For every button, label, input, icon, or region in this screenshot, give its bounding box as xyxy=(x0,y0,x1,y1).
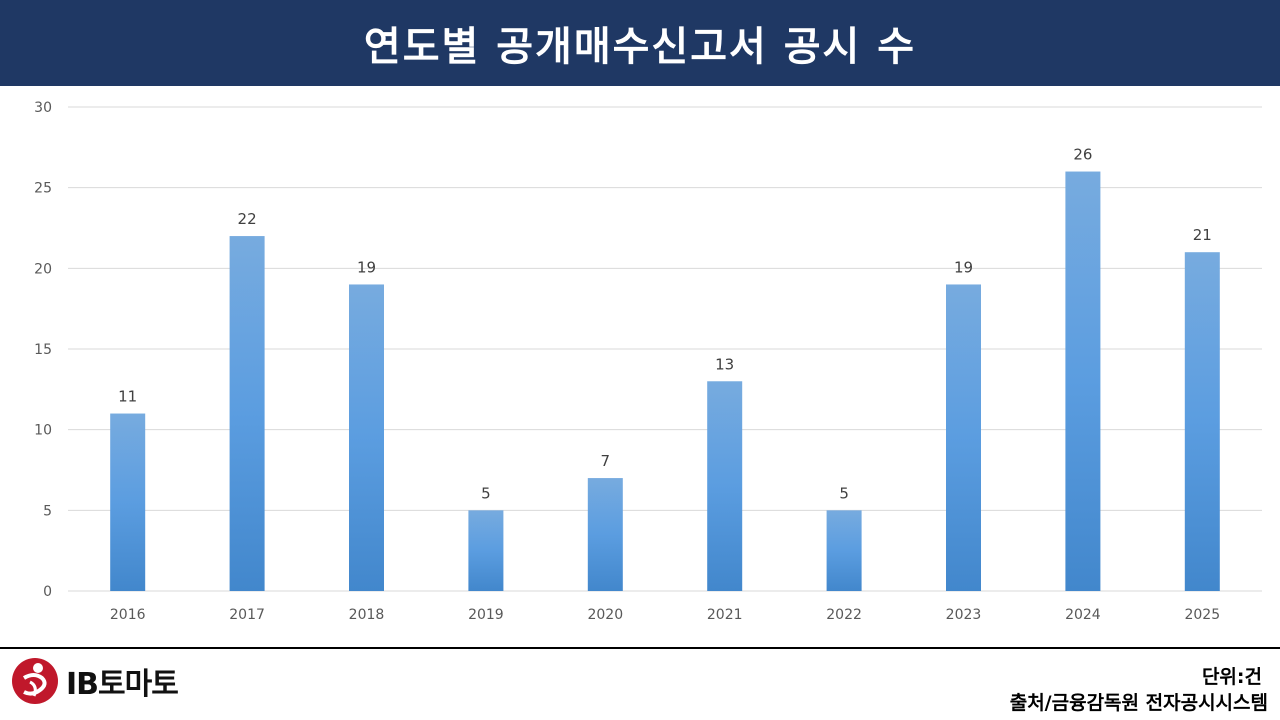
bar-2021 xyxy=(707,381,743,591)
bar-2017 xyxy=(229,236,265,592)
bars xyxy=(110,171,1220,592)
data-label-2017: 22 xyxy=(238,210,257,228)
source-label: 출처/금융감독원 전자공시시스템 xyxy=(1009,692,1268,714)
y-tick-label: 20 xyxy=(34,261,52,277)
bar-2018 xyxy=(349,284,384,591)
x-tick-label-2019: 2019 xyxy=(468,607,504,623)
x-tick-label-2024: 2024 xyxy=(1065,607,1101,623)
data-labels: 11 22 19 5 7 13 5 19 26 21 xyxy=(118,146,1212,503)
gridlines xyxy=(68,106,1262,592)
brand-name: IB토마토 xyxy=(66,667,179,702)
bar-2016 xyxy=(110,413,146,591)
x-tick-label-2021: 2021 xyxy=(707,607,743,623)
y-tick-label: 25 xyxy=(34,181,52,197)
x-axis-ticks: 2016 2017 2018 2019 2020 2021 2022 2023 2024 2025 xyxy=(110,607,1220,623)
y-tick-label: 30 xyxy=(34,100,52,116)
bar-2022 xyxy=(826,510,862,591)
y-tick-label: 15 xyxy=(34,342,52,358)
x-tick-label-2020: 2020 xyxy=(587,607,623,623)
bar-2025 xyxy=(1184,252,1220,591)
bar-2019 xyxy=(468,510,504,591)
x-tick-label-2017: 2017 xyxy=(229,607,265,623)
y-tick-label: 0 xyxy=(43,584,52,600)
bar-2020 xyxy=(587,478,623,591)
footer-divider xyxy=(0,647,1280,649)
bar-2024 xyxy=(1065,171,1101,591)
x-tick-label-2018: 2018 xyxy=(349,607,385,623)
x-tick-label-2023: 2023 xyxy=(946,607,982,623)
brand-logo: IB토마토 xyxy=(12,657,179,705)
title-banner: 연도별 공개매수신고서 공시 수 xyxy=(0,0,1280,86)
x-tick-label-2016: 2016 xyxy=(110,607,146,623)
data-label-2018: 19 xyxy=(357,258,376,276)
x-tick-label-2025: 2025 xyxy=(1184,607,1220,623)
data-label-2020: 7 xyxy=(601,452,611,470)
tomato-logo-icon xyxy=(12,658,58,704)
data-label-2023: 19 xyxy=(954,258,973,276)
data-label-2019: 5 xyxy=(481,484,491,502)
page-title: 연도별 공개매수신고서 공시 수 xyxy=(363,24,917,70)
bar-2023 xyxy=(946,284,981,591)
x-tick-label-2022: 2022 xyxy=(826,607,862,623)
y-axis-ticks: 0 5 10 15 20 25 30 xyxy=(34,100,52,600)
unit-label: 단위:건 xyxy=(1201,666,1262,688)
data-label-2021: 13 xyxy=(715,355,734,373)
y-tick-label: 5 xyxy=(43,503,52,519)
data-label-2024: 26 xyxy=(1073,146,1092,164)
data-label-2022: 5 xyxy=(839,484,849,502)
data-label-2025: 21 xyxy=(1193,226,1212,244)
data-label-2016: 11 xyxy=(118,388,137,406)
y-tick-label: 10 xyxy=(34,423,52,439)
